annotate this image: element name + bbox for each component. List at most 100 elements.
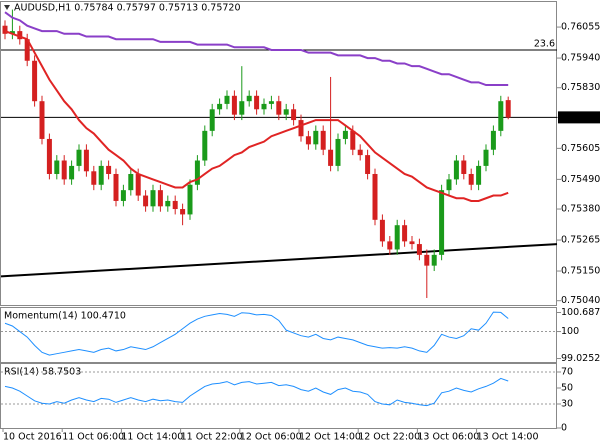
candle-body bbox=[32, 60, 38, 102]
candle-body bbox=[83, 149, 89, 172]
candle-body bbox=[431, 254, 437, 266]
candle-body bbox=[365, 155, 371, 174]
candle-body bbox=[187, 184, 193, 215]
main-title: AUDUSD,H1 0.75784 0.75797 0.75713 0.7572… bbox=[14, 3, 241, 14]
candle-body bbox=[320, 130, 326, 150]
indicator-line bbox=[4, 377, 509, 407]
y-tick-label: 0.75605 bbox=[561, 143, 600, 154]
candle-body bbox=[202, 130, 208, 161]
symbol-icon bbox=[4, 5, 10, 10]
candle-body bbox=[254, 95, 260, 110]
candle-body bbox=[416, 244, 422, 255]
candle-body bbox=[172, 200, 178, 210]
x-tick-label: 12 Oct 14:00 bbox=[299, 432, 361, 443]
moving-average bbox=[4, 11, 509, 87]
candle-body bbox=[98, 165, 104, 185]
y-tick-label: 30 bbox=[561, 399, 573, 410]
x-tick-label: 11 Oct 06:00 bbox=[62, 432, 124, 443]
candle-body bbox=[372, 173, 378, 220]
candle-body bbox=[490, 130, 496, 150]
candle-body bbox=[113, 173, 119, 201]
candle-body bbox=[209, 109, 215, 131]
candle-body bbox=[335, 138, 341, 166]
candle-body bbox=[239, 101, 245, 115]
x-tick-label: 13 Oct 14:00 bbox=[477, 432, 539, 443]
candle-body bbox=[76, 149, 82, 166]
candle-body bbox=[24, 39, 30, 61]
y-tick-label: 0.75830 bbox=[561, 82, 600, 93]
candle-body bbox=[483, 149, 489, 166]
y-tick-label: 0.75940 bbox=[561, 53, 600, 64]
candle-body bbox=[424, 254, 430, 266]
candle-body bbox=[150, 190, 156, 207]
candle-body bbox=[106, 165, 112, 174]
y-tick-label: 100.6873 bbox=[561, 307, 600, 318]
candle-body bbox=[342, 130, 348, 139]
candle-body bbox=[165, 200, 171, 207]
indicator-line bbox=[4, 311, 509, 356]
x-tick-label: 12 Oct 06:00 bbox=[240, 432, 302, 443]
candle-body bbox=[350, 130, 356, 150]
candle-body bbox=[313, 130, 319, 145]
candle-body bbox=[69, 165, 75, 180]
candle-body bbox=[157, 190, 163, 207]
y-tick-label: 0.75380 bbox=[561, 204, 600, 215]
y-tick-label: 50 bbox=[561, 383, 573, 394]
candle-body bbox=[135, 173, 141, 196]
candle-body bbox=[283, 109, 289, 115]
candle-body bbox=[224, 95, 230, 104]
y-tick-label: 0.75150 bbox=[561, 266, 600, 277]
y-tick-label: 0.76055 bbox=[561, 22, 600, 33]
candle-body bbox=[291, 109, 297, 121]
momentum-title: Momentum(14) 100.4710 bbox=[4, 311, 126, 322]
candle-body bbox=[46, 138, 52, 174]
candle-body bbox=[387, 241, 393, 250]
rsi-panel bbox=[0, 363, 557, 429]
candle-body bbox=[268, 101, 274, 104]
candle-body bbox=[143, 195, 149, 207]
candle-body bbox=[476, 165, 482, 185]
candle-body bbox=[379, 219, 385, 242]
x-tick-label: 12 Oct 22:00 bbox=[358, 432, 420, 443]
candle-body bbox=[461, 160, 467, 174]
candle-body bbox=[39, 101, 45, 139]
candle-body bbox=[298, 120, 304, 137]
candle-body bbox=[498, 101, 504, 131]
y-tick-label: 0.75490 bbox=[561, 174, 600, 185]
candle-body bbox=[276, 101, 282, 115]
candle-body bbox=[9, 31, 15, 34]
candle-body bbox=[439, 190, 445, 255]
candle-body bbox=[453, 160, 459, 180]
y-tick-label: 70 bbox=[561, 367, 573, 378]
candle-body bbox=[505, 100, 511, 118]
candle-body bbox=[180, 209, 186, 215]
x-tick-label: 11 Oct 22:00 bbox=[181, 432, 243, 443]
candle-body bbox=[91, 171, 97, 185]
candle-body bbox=[231, 95, 237, 115]
x-tick-label: 13 Oct 06:00 bbox=[417, 432, 479, 443]
candle-body bbox=[357, 149, 363, 156]
candle-body bbox=[217, 103, 223, 110]
candle-body bbox=[261, 103, 267, 110]
price-label-bg bbox=[558, 111, 600, 124]
y-tick-label: 0.75265 bbox=[561, 235, 600, 246]
fib-label: 23.6 bbox=[534, 38, 555, 49]
candle-body bbox=[402, 225, 408, 242]
trendline bbox=[0, 243, 558, 278]
candle-body bbox=[2, 25, 8, 34]
y-tick-label: 100 bbox=[561, 326, 579, 337]
candle-body bbox=[409, 241, 415, 245]
y-tick-label: 0 bbox=[561, 423, 567, 434]
candle-body bbox=[394, 225, 400, 250]
candle-body bbox=[468, 173, 474, 185]
candle-body bbox=[246, 95, 252, 102]
y-tick-label: 99.0252 bbox=[561, 353, 600, 364]
candle-body bbox=[446, 179, 452, 191]
x-tick-label: 10 Oct 2016 bbox=[3, 432, 62, 443]
candle-body bbox=[194, 160, 200, 185]
main-panel bbox=[0, 1, 557, 306]
moving-average bbox=[4, 30, 509, 202]
y-tick-label: 0.75040 bbox=[561, 295, 600, 306]
